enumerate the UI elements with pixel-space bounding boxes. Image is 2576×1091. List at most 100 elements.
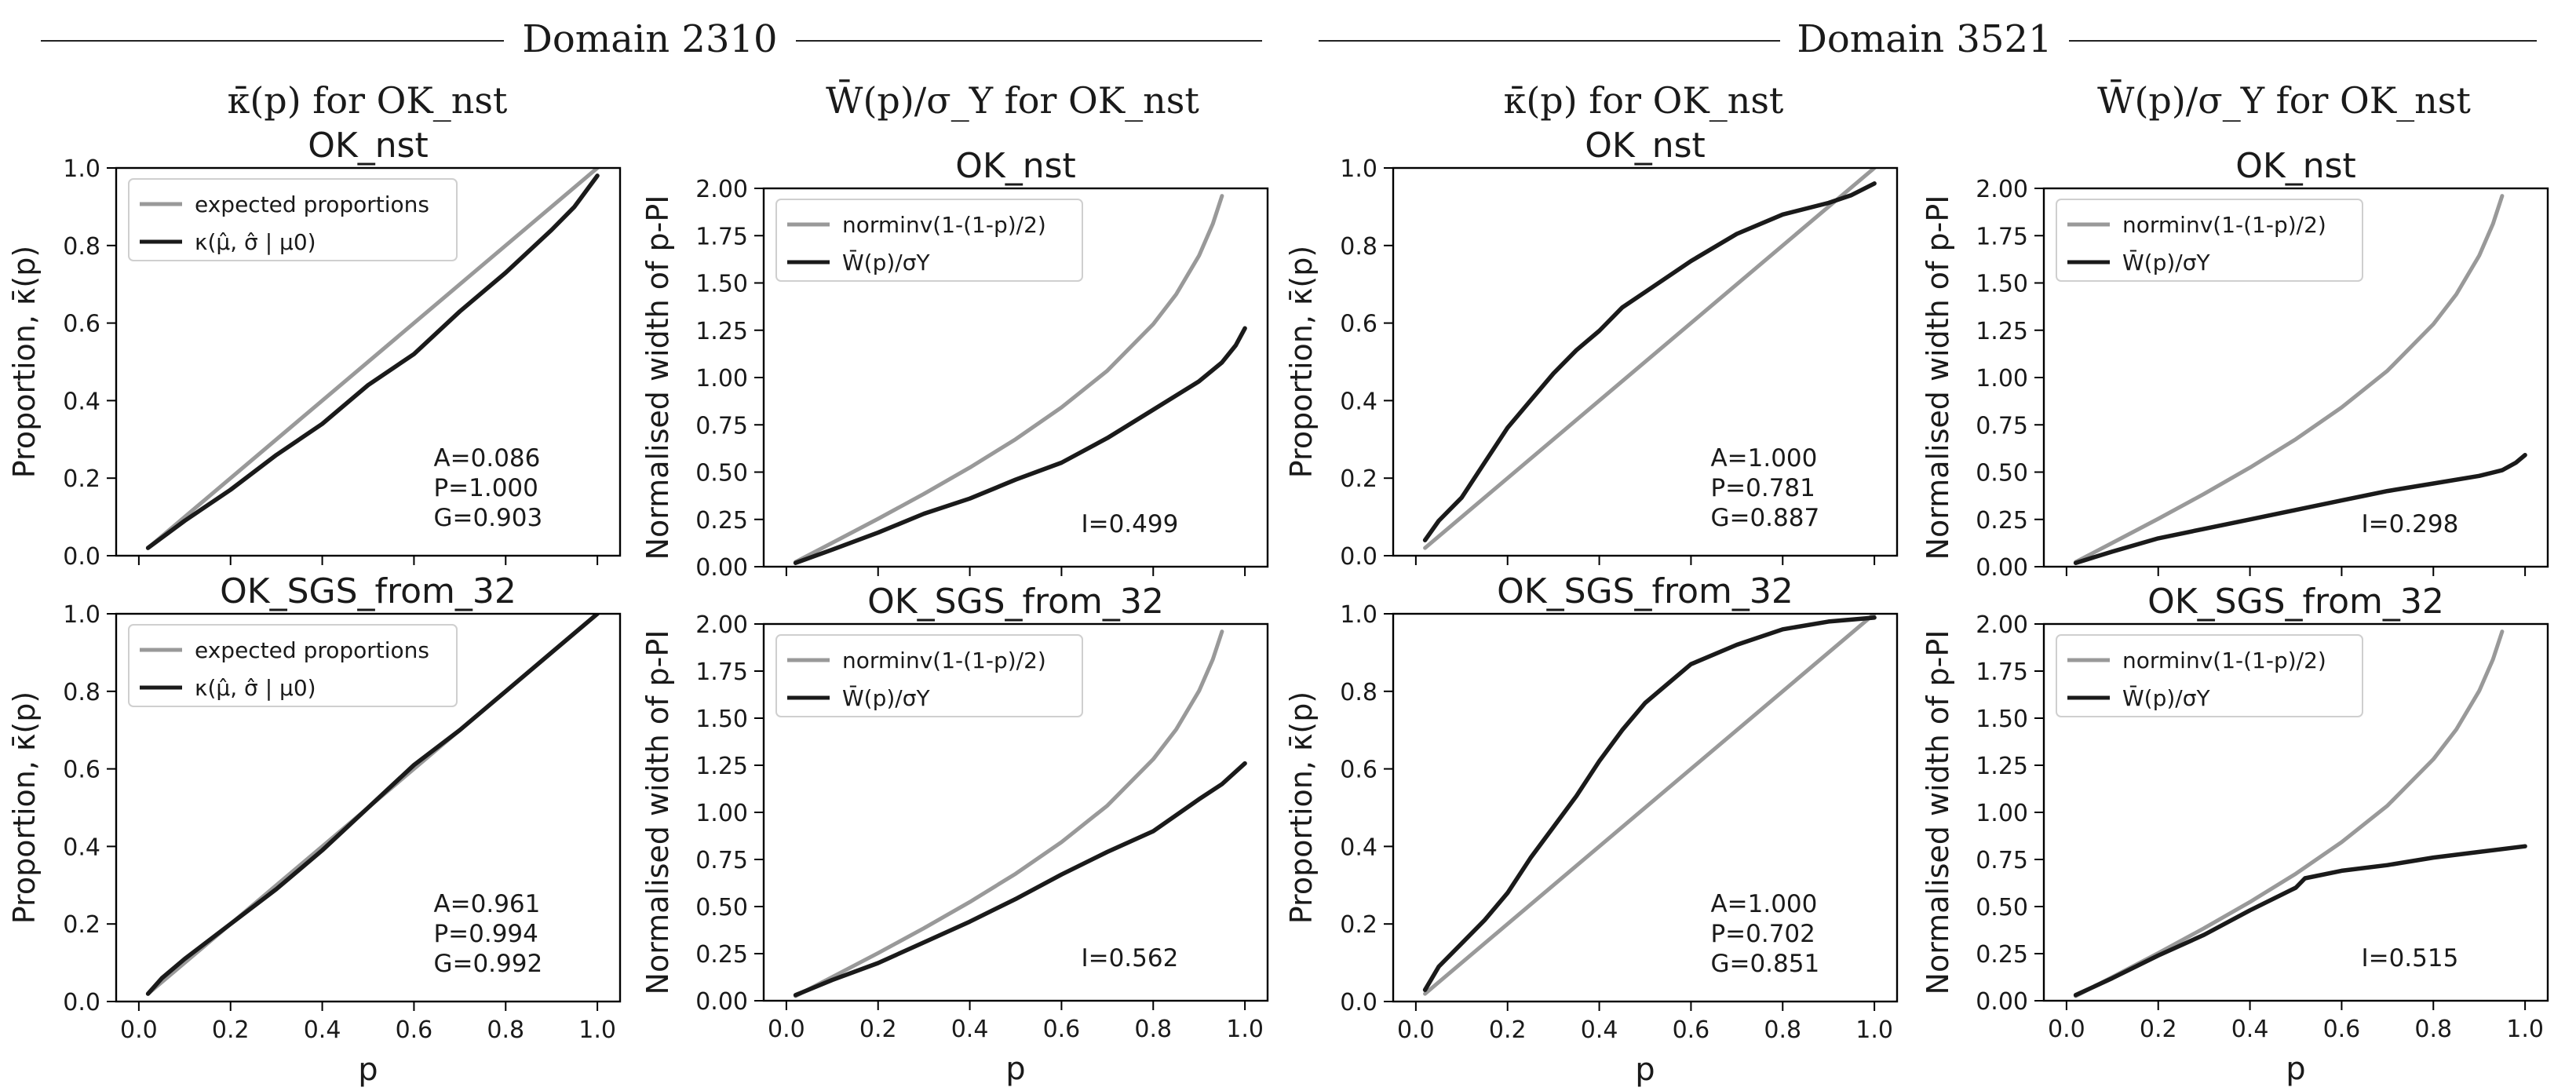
reference-line-series-1 xyxy=(794,629,1224,998)
panel-title: OK_SGS_from_32 xyxy=(2147,582,2444,622)
observed-line-series-2 xyxy=(2073,453,2527,565)
x-tick-label: 0.8 xyxy=(1764,1016,1801,1044)
x-tick-label: 1.0 xyxy=(2506,1016,2544,1043)
y-tick-label: 1.00 xyxy=(695,365,748,392)
legend-box xyxy=(2056,199,2363,282)
legend-box xyxy=(128,624,458,707)
y-tick-label: 0.25 xyxy=(1976,941,2028,969)
y-tick-label: 2.00 xyxy=(695,611,748,639)
chart-panel-3: 0.0 0.2 0.4 0.6 0.8 1.0 OK_nst Proportion, κ̄(p… xyxy=(1284,126,1899,571)
reference-line-series-1 xyxy=(794,194,1224,564)
x-tick-label: 0.2 xyxy=(2140,1016,2177,1043)
y-tick-label: 1.50 xyxy=(695,706,748,733)
x-tick-label: 0.2 xyxy=(859,1016,897,1043)
y-tick-label: 0.75 xyxy=(695,847,748,874)
y-tick-label: 0.0 xyxy=(63,543,100,571)
y-tick-label: 0.50 xyxy=(1976,894,2028,921)
y-tick-label: 0.75 xyxy=(1976,412,2028,440)
y-tick-label: 0.8 xyxy=(1340,233,1377,261)
y-axis-label: Proportion, κ̄(p) xyxy=(1284,691,1319,924)
metric-annotation: G=0.903 xyxy=(433,504,542,532)
y-tick-label: 0.00 xyxy=(1976,554,2028,582)
y-tick-label: 1.25 xyxy=(695,318,748,345)
y-tick-label: 1.00 xyxy=(695,800,748,827)
y-tick-label: 0.75 xyxy=(1976,847,2028,874)
chart-panel-8: 0.0 0.2 0.4 0.6 0.8 1.0 0.00 0.25 0.50 0.75 1.00 1.… xyxy=(1921,582,2549,1087)
axes-frame xyxy=(115,166,622,557)
y-tick-label: 1.00 xyxy=(1976,365,2028,392)
legend-entry: norminv(1-(1-p)/2) xyxy=(2122,212,2326,238)
x-tick-label: 0.4 xyxy=(2231,1016,2269,1043)
legend-entry: W̄(p)/σY xyxy=(2122,684,2210,711)
legend-entry: κ(μ̂, σ̂ | μ0) xyxy=(195,675,316,701)
column-header-2: W̄(p)/σ_Y for OK_nst xyxy=(826,78,1199,122)
y-tick-label: 0.2 xyxy=(1340,465,1377,493)
y-tick-label: 2.00 xyxy=(1976,176,2028,203)
panel-title: OK_SGS_from_32 xyxy=(1497,571,1793,611)
y-tick-label: 0.8 xyxy=(63,679,100,706)
metric-annotation: P=1.000 xyxy=(433,474,538,502)
y-tick-label: 1.25 xyxy=(1976,318,2028,345)
chart-panel-5: 0.0 0.2 0.4 0.6 0.8 1.0 0.0 0.2 0.4 0.6 0.8 1.0 OK_S… xyxy=(7,571,622,1088)
x-axis-label: p xyxy=(1005,1051,1025,1087)
x-tick-label: 0.0 xyxy=(768,1016,805,1043)
column-header-1: κ̄(p) for OK_nst xyxy=(228,79,508,122)
y-tick-label: 0.6 xyxy=(1340,311,1377,338)
legend-entry: norminv(1-(1-p)/2) xyxy=(842,648,1046,673)
legend-box xyxy=(2056,634,2363,717)
x-tick-label: 1.0 xyxy=(578,1016,616,1044)
y-tick-label: 0.6 xyxy=(63,311,100,338)
domain-label-left: Domain 2310 xyxy=(522,17,777,61)
y-tick-label: 0.00 xyxy=(695,554,748,582)
chart-panels: 0.0 0.2 0.4 0.6 0.8 1.0 OK_nst Proportion, κ̄(p… xyxy=(7,126,2549,1088)
y-axis-label: Proportion, κ̄(p) xyxy=(1284,246,1319,478)
y-tick-label: 1.75 xyxy=(695,223,748,250)
axes-frame xyxy=(115,612,622,1003)
metric-annotation: P=0.702 xyxy=(1710,920,1815,948)
y-tick-label: 1.25 xyxy=(1976,753,2028,780)
y-tick-label: 0.50 xyxy=(695,460,748,487)
y-tick-label: 0.4 xyxy=(1340,834,1377,861)
y-tick-label: 0.25 xyxy=(695,941,748,969)
panel-title: OK_nst xyxy=(308,126,429,166)
metric-annotation: I=0.515 xyxy=(2361,944,2458,972)
legend-entry: W̄(p)/σY xyxy=(842,249,930,275)
reference-line-series-1 xyxy=(1423,614,1877,996)
panel-title: OK_SGS_from_32 xyxy=(867,582,1164,622)
x-tick-label: 0.6 xyxy=(1043,1016,1081,1043)
metric-annotation: G=0.992 xyxy=(433,950,542,978)
metric-annotation: A=1.000 xyxy=(1710,444,1817,473)
y-tick-label: 2.00 xyxy=(1976,611,2028,639)
y-tick-label: 1.0 xyxy=(63,155,100,183)
metric-annotation: A=1.000 xyxy=(1710,890,1817,918)
y-tick-label: 1.50 xyxy=(1976,706,2028,733)
y-axis-label: Normalised width of p-PI xyxy=(1921,630,1955,995)
x-tick-label: 0.6 xyxy=(1673,1016,1710,1044)
y-tick-label: 2.00 xyxy=(695,176,748,203)
observed-line-series-2 xyxy=(145,614,600,996)
y-tick-label: 0.4 xyxy=(1340,388,1377,415)
y-tick-label: 1.0 xyxy=(1340,155,1377,183)
y-tick-label: 0.0 xyxy=(1340,543,1377,571)
y-tick-label: 0.0 xyxy=(63,989,100,1016)
y-tick-label: 0.25 xyxy=(1976,507,2028,535)
y-tick-label: 0.4 xyxy=(63,388,100,415)
x-tick-label: 0.0 xyxy=(120,1016,158,1044)
y-tick-label: 1.75 xyxy=(1976,659,2028,686)
y-axis-label: Proportion, κ̄(p) xyxy=(7,691,42,924)
y-tick-label: 0.8 xyxy=(1340,679,1377,706)
observed-line-series-2 xyxy=(1422,181,1877,542)
panel-title: OK_nst xyxy=(1585,126,1706,166)
axes-frame xyxy=(1392,166,1899,557)
y-tick-label: 1.75 xyxy=(1976,223,2028,250)
x-tick-label: 0.8 xyxy=(1134,1016,1172,1043)
y-axis-label: Normalised width of p-PI xyxy=(640,195,675,560)
legend-entry: norminv(1-(1-p)/2) xyxy=(842,212,1046,238)
observed-line-series-2 xyxy=(145,173,600,550)
x-tick-label: 0.4 xyxy=(951,1016,989,1043)
y-tick-label: 1.50 xyxy=(695,271,748,298)
y-tick-label: 0.2 xyxy=(63,465,100,493)
y-tick-label: 1.0 xyxy=(1340,601,1377,629)
column-header-3: κ̄(p) for OK_nst xyxy=(1504,79,1784,122)
